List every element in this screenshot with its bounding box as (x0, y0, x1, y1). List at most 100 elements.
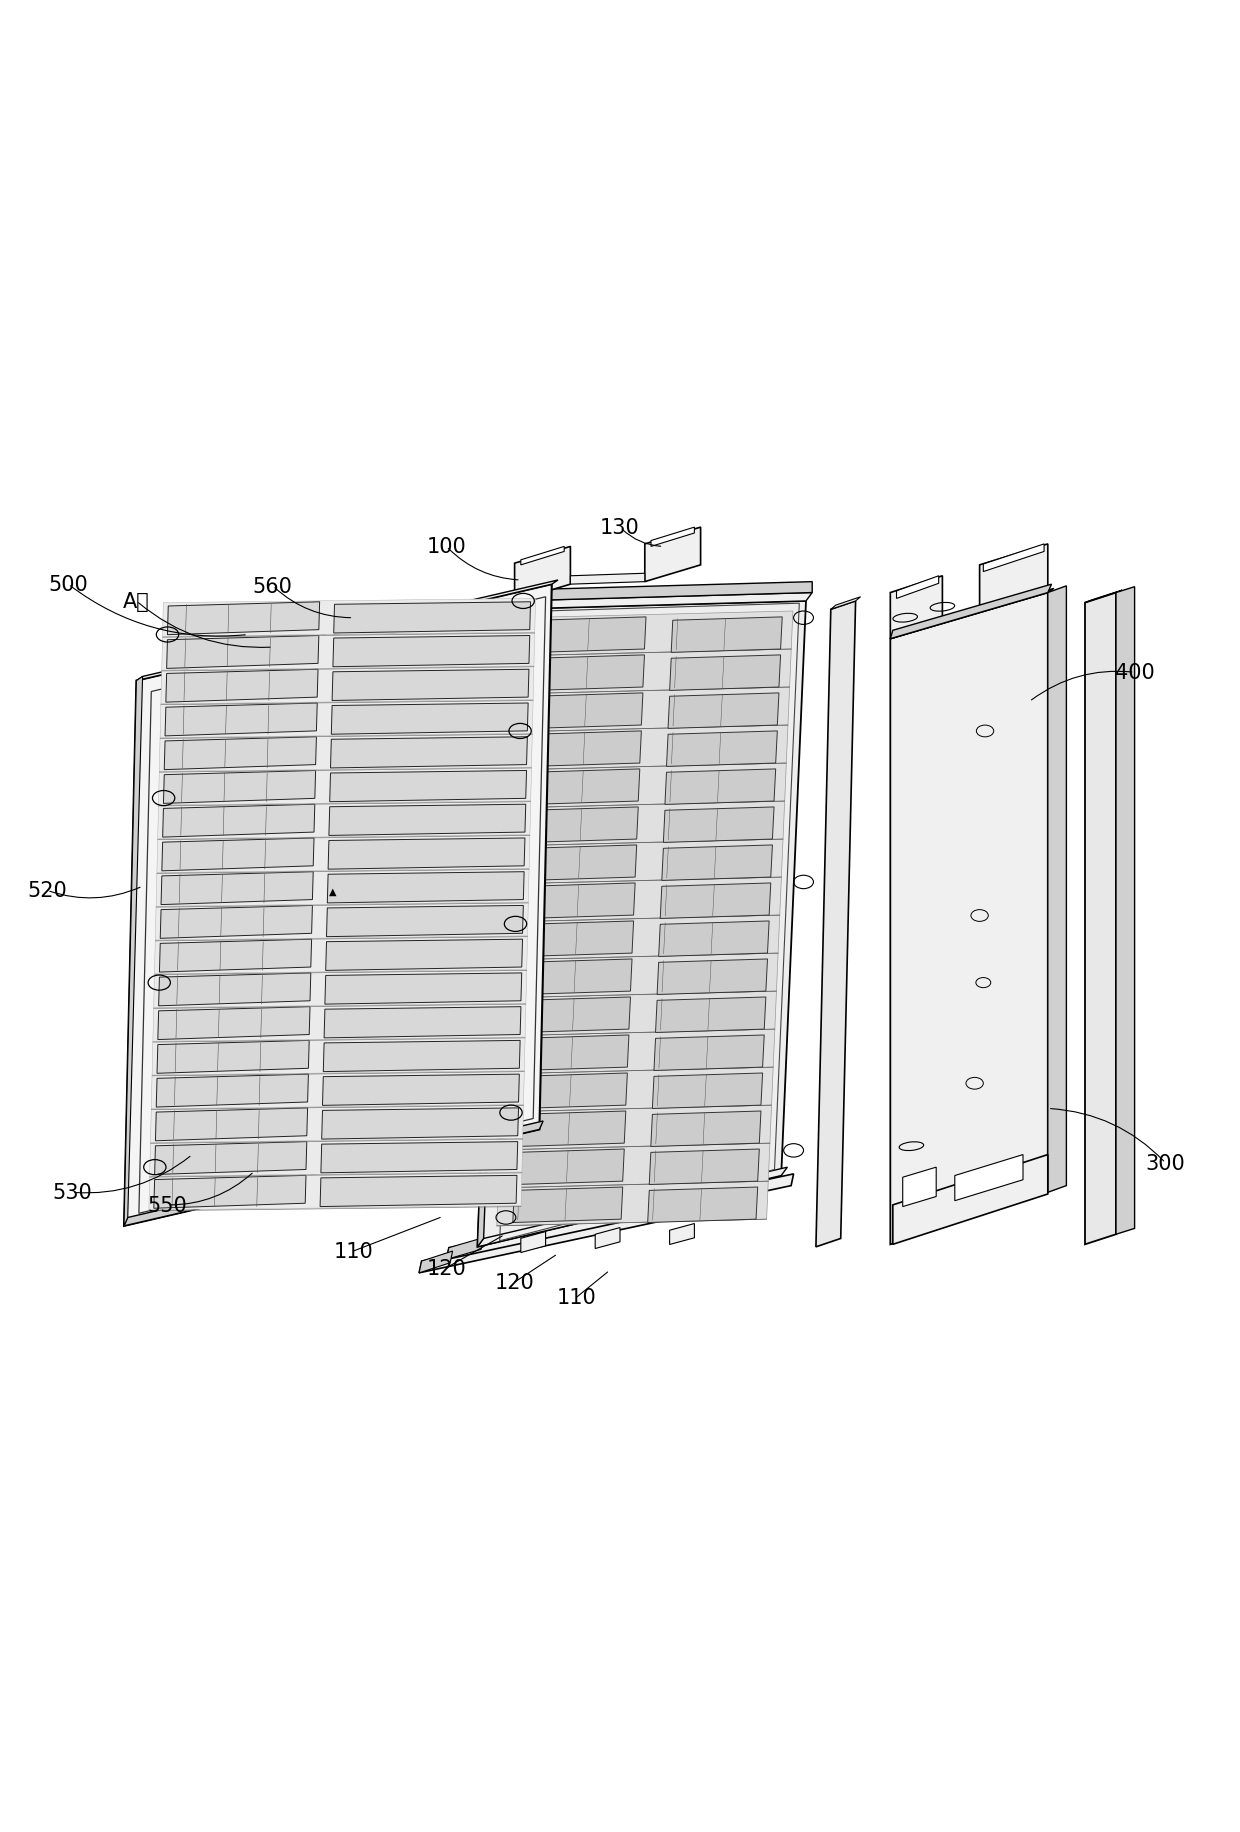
Text: 400: 400 (1115, 663, 1154, 683)
Polygon shape (124, 584, 552, 1226)
Polygon shape (160, 700, 533, 738)
Polygon shape (446, 1238, 484, 1260)
Polygon shape (525, 883, 635, 920)
Polygon shape (334, 603, 531, 634)
Polygon shape (150, 1140, 523, 1176)
Polygon shape (528, 808, 639, 843)
Polygon shape (651, 1112, 761, 1147)
Polygon shape (324, 1008, 521, 1039)
Polygon shape (531, 731, 641, 768)
Polygon shape (653, 1035, 764, 1072)
Polygon shape (536, 617, 646, 652)
Polygon shape (321, 1141, 518, 1172)
Polygon shape (816, 601, 856, 1248)
Polygon shape (1048, 586, 1066, 1193)
Polygon shape (668, 694, 779, 729)
Text: 120: 120 (495, 1273, 534, 1292)
Polygon shape (526, 846, 636, 881)
Polygon shape (124, 678, 143, 1226)
Polygon shape (166, 636, 319, 669)
Polygon shape (162, 599, 536, 638)
Text: ▲: ▲ (329, 887, 336, 896)
Text: 120: 120 (427, 1259, 466, 1279)
Polygon shape (159, 973, 311, 1006)
Polygon shape (165, 703, 317, 736)
Polygon shape (326, 940, 522, 971)
Polygon shape (667, 731, 777, 768)
Text: 100: 100 (427, 537, 466, 557)
Polygon shape (517, 650, 791, 694)
Text: 130: 130 (600, 518, 640, 539)
Polygon shape (670, 1224, 694, 1244)
Polygon shape (595, 1227, 620, 1249)
Polygon shape (321, 1108, 518, 1140)
Polygon shape (159, 735, 532, 771)
Polygon shape (670, 656, 781, 691)
Polygon shape (155, 903, 528, 940)
Polygon shape (512, 802, 785, 846)
Polygon shape (154, 969, 527, 1008)
Polygon shape (980, 544, 1048, 612)
Polygon shape (522, 960, 632, 995)
Polygon shape (515, 548, 570, 601)
Polygon shape (651, 528, 694, 548)
Polygon shape (500, 1105, 771, 1150)
Polygon shape (153, 1004, 526, 1042)
Polygon shape (831, 597, 861, 610)
Polygon shape (533, 656, 645, 691)
Polygon shape (419, 1187, 766, 1273)
Polygon shape (477, 601, 508, 1248)
Polygon shape (498, 1143, 770, 1189)
Polygon shape (502, 1030, 775, 1074)
Polygon shape (507, 916, 780, 960)
Polygon shape (502, 594, 812, 610)
Text: 550: 550 (148, 1194, 187, 1215)
Polygon shape (516, 687, 790, 733)
Polygon shape (159, 768, 532, 806)
Text: 520: 520 (27, 881, 67, 901)
Polygon shape (515, 1149, 624, 1185)
Polygon shape (662, 846, 773, 881)
Polygon shape (136, 581, 558, 682)
Polygon shape (324, 1041, 520, 1072)
Text: 500: 500 (48, 575, 88, 595)
Polygon shape (521, 997, 630, 1033)
Polygon shape (157, 835, 529, 874)
Polygon shape (162, 839, 314, 872)
Text: A面: A面 (123, 592, 150, 612)
Polygon shape (1085, 590, 1122, 603)
Polygon shape (665, 769, 776, 804)
Text: 560: 560 (253, 577, 293, 597)
Polygon shape (505, 991, 776, 1037)
Polygon shape (155, 1108, 308, 1141)
Polygon shape (332, 636, 529, 667)
Polygon shape (663, 808, 774, 843)
Polygon shape (650, 1149, 759, 1185)
Polygon shape (570, 573, 645, 584)
Polygon shape (532, 694, 642, 729)
Polygon shape (508, 878, 781, 921)
Polygon shape (497, 1182, 769, 1226)
Polygon shape (656, 997, 766, 1033)
Text: 530: 530 (52, 1183, 92, 1202)
Polygon shape (156, 868, 529, 907)
Polygon shape (155, 936, 527, 975)
Polygon shape (897, 577, 939, 599)
Polygon shape (893, 1154, 1048, 1244)
Polygon shape (329, 839, 525, 870)
Polygon shape (520, 612, 792, 656)
Polygon shape (518, 1035, 629, 1072)
Polygon shape (517, 1074, 627, 1108)
Polygon shape (330, 771, 527, 802)
Polygon shape (327, 872, 525, 903)
Polygon shape (320, 1176, 517, 1207)
Polygon shape (149, 1172, 522, 1211)
Polygon shape (325, 973, 522, 1004)
Polygon shape (652, 1074, 763, 1108)
Polygon shape (160, 940, 311, 973)
Polygon shape (161, 632, 534, 671)
Polygon shape (515, 583, 812, 601)
Polygon shape (890, 577, 942, 639)
Polygon shape (157, 1041, 309, 1074)
Polygon shape (983, 544, 1044, 572)
